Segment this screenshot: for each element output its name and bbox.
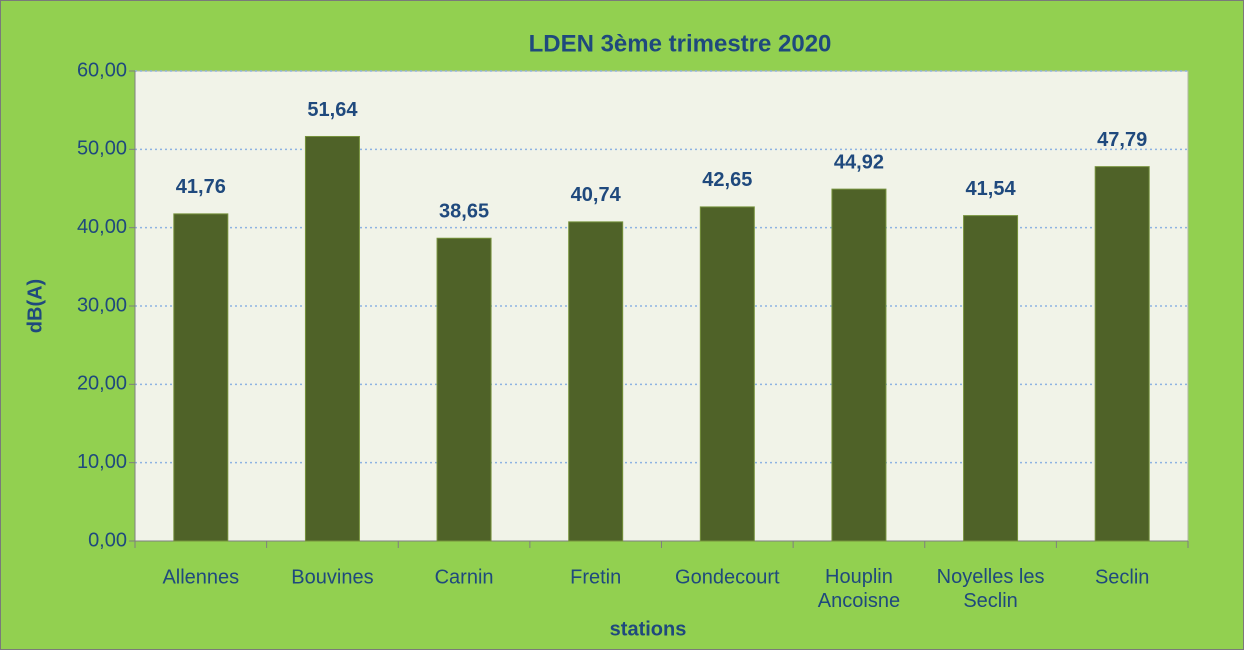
y-tick-label: 50,00 [77,138,127,160]
x-tick-label: Houplin Ancoisne [818,566,900,612]
y-tick-label: 0,00 [88,529,127,551]
data-label: 40,74 [571,184,622,206]
x-tick-label: Allennes [162,566,239,588]
bar [436,237,492,542]
bar [304,135,360,542]
y-tick-label: 40,00 [77,216,127,238]
bar [831,188,887,542]
bar [568,221,624,542]
bar [963,215,1019,542]
bar [173,213,229,542]
x-tick-label: Noyelles les Seclin [937,566,1045,612]
data-label: 51,64 [307,99,358,121]
x-tick-label: Seclin [1095,566,1149,588]
bar [1094,166,1150,542]
bar [699,206,755,542]
y-axis-label: dB(A) [24,279,46,333]
data-label: 47,79 [1097,129,1147,151]
data-label: 38,65 [439,201,489,223]
data-label: 42,65 [702,169,752,191]
x-tick-label: Fretin [570,566,621,588]
chart-title: LDEN 3ème trimestre 2020 [529,30,832,57]
y-tick-label: 30,00 [77,294,127,316]
y-tick-label: 60,00 [77,59,127,81]
y-tick-label: 10,00 [77,451,127,473]
data-label: 41,76 [176,176,226,198]
y-tick-label: 20,00 [77,373,127,395]
data-label: 41,54 [966,178,1017,200]
x-tick-label: Gondecourt [675,566,780,588]
x-axis-label: stations [610,618,687,640]
data-label: 44,92 [834,151,884,173]
x-tick-label: Carnin [435,566,494,588]
x-tick-label: Bouvines [291,566,373,588]
